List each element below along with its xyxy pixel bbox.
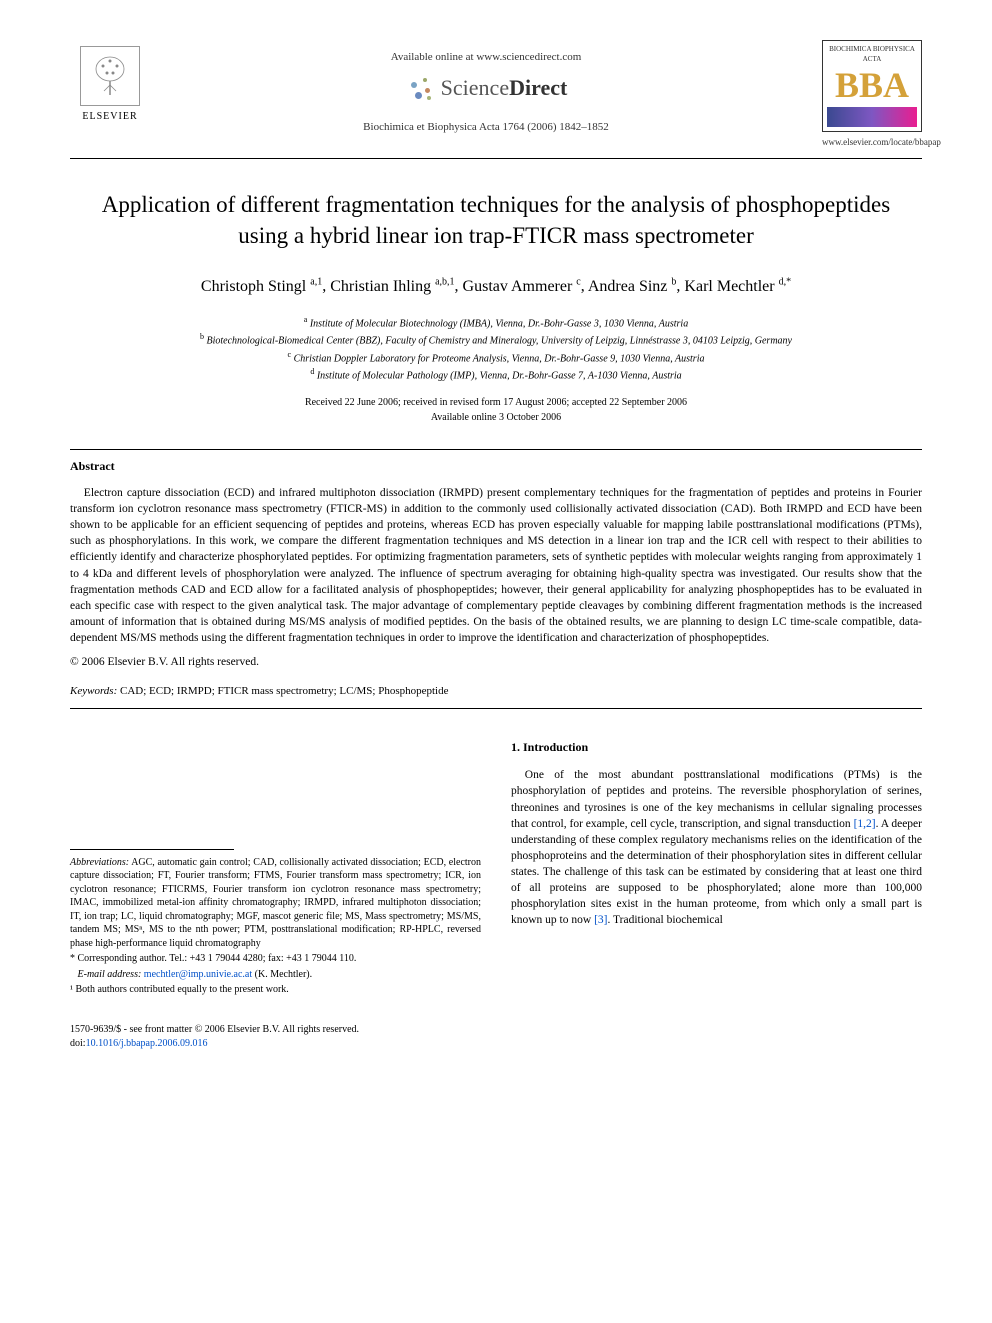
right-column: 1. Introduction One of the most abundant… [511, 739, 922, 999]
affiliation: d Institute of Molecular Pathology (IMP)… [70, 366, 922, 383]
author: Christoph Stingl a,1 [201, 278, 322, 295]
bba-letters: BBA [827, 67, 917, 103]
intro-text-2: . A deeper understanding of these comple… [511, 818, 922, 927]
sd-part1: Science [441, 75, 509, 100]
citation-link[interactable]: [1,2] [854, 818, 876, 830]
header-divider [70, 158, 922, 159]
center-header: Available online at www.sciencedirect.co… [150, 40, 822, 136]
abstract-bottom-divider [70, 708, 922, 709]
article-dates: Received 22 June 2006; received in revis… [70, 395, 922, 425]
email-suffix: (K. Mechtler). [255, 969, 312, 980]
author: Gustav Ammerer c [463, 278, 581, 295]
received-date: Received 22 June 2006; received in revis… [70, 395, 922, 410]
affiliation: c Christian Doppler Laboratory for Prote… [70, 349, 922, 366]
sciencedirect-logo: ScienceDirect [405, 73, 568, 104]
sciencedirect-text: ScienceDirect [441, 73, 568, 104]
journal-reference: Biochimica et Biophysica Acta 1764 (2006… [150, 120, 822, 135]
available-online-text: Available online at www.sciencedirect.co… [150, 50, 822, 65]
bba-top-text: BIOCHIMICA BIOPHYSICA ACTA [827, 45, 917, 65]
footnotes: Abbreviations: AGC, automatic gain contr… [70, 856, 481, 997]
author: Christian Ihling a,b,1 [330, 278, 454, 295]
email-label: E-mail address: [78, 969, 142, 980]
sciencedirect-dots-icon [405, 74, 435, 104]
introduction-paragraph: One of the most abundant posttranslation… [511, 767, 922, 928]
authors-line: Christoph Stingl a,1, Christian Ihling a… [70, 275, 922, 298]
elsevier-name: ELSEVIER [82, 110, 137, 124]
doi-label: doi: [70, 1038, 86, 1049]
journal-url: www.elsevier.com/locate/bbapap [822, 136, 922, 149]
keywords-text: CAD; ECD; IRMPD; FTICR mass spectrometry… [120, 685, 448, 697]
bba-gradient-bar [827, 107, 917, 127]
citation-link[interactable]: [3] [594, 914, 607, 926]
keywords-label: Keywords: [70, 685, 117, 697]
abstract-top-divider [70, 449, 922, 450]
keywords-line: Keywords: CAD; ECD; IRMPD; FTICR mass sp… [70, 684, 922, 699]
bba-logo: BIOCHIMICA BIOPHYSICA ACTA BBA www.elsev… [822, 40, 922, 148]
elsevier-logo: ELSEVIER [70, 40, 150, 130]
email-footnote: E-mail address: mechtler@imp.univie.ac.a… [70, 968, 481, 982]
issn-line: 1570-9639/$ - see front matter © 2006 El… [70, 1023, 922, 1037]
available-date: Available online 3 October 2006 [70, 410, 922, 425]
affiliations: a Institute of Molecular Biotechnology (… [70, 314, 922, 383]
abbrev-label: Abbreviations: [70, 857, 129, 868]
affiliation: a Institute of Molecular Biotechnology (… [70, 314, 922, 331]
bottom-info: 1570-9639/$ - see front matter © 2006 El… [70, 1023, 922, 1051]
elsevier-tree-icon [80, 46, 140, 106]
author: Karl Mechtler d,* [684, 278, 791, 295]
intro-text-3: . Traditional biochemical [607, 914, 722, 926]
abbreviations-footnote: Abbreviations: AGC, automatic gain contr… [70, 856, 481, 951]
article-title: Application of different fragmentation t… [70, 189, 922, 251]
sd-part2: Direct [509, 75, 567, 100]
introduction-heading: 1. Introduction [511, 739, 922, 756]
abstract-copyright: © 2006 Elsevier B.V. All rights reserved… [70, 654, 922, 670]
two-column-body: Abbreviations: AGC, automatic gain contr… [70, 739, 922, 999]
email-link[interactable]: mechtler@imp.univie.ac.at [144, 969, 252, 980]
abstract-text: Electron capture dissociation (ECD) and … [70, 485, 922, 646]
doi-link[interactable]: 10.1016/j.bbapap.2006.09.016 [86, 1038, 208, 1049]
bba-box: BIOCHIMICA BIOPHYSICA ACTA BBA [822, 40, 922, 132]
corresponding-author-footnote: * Corresponding author. Tel.: +43 1 7904… [70, 952, 481, 966]
left-column: Abbreviations: AGC, automatic gain contr… [70, 739, 481, 999]
abstract-heading: Abstract [70, 458, 922, 475]
equal-contribution-footnote: ¹ Both authors contributed equally to th… [70, 983, 481, 997]
header-row: ELSEVIER Available online at www.science… [70, 40, 922, 148]
footnote-divider [70, 849, 234, 850]
abbrev-text: AGC, automatic gain control; CAD, collis… [70, 857, 481, 949]
author: Andrea Sinz b [588, 278, 677, 295]
affiliation: b Biotechnological-Biomedical Center (BB… [70, 331, 922, 348]
doi-line: doi:10.1016/j.bbapap.2006.09.016 [70, 1037, 922, 1051]
